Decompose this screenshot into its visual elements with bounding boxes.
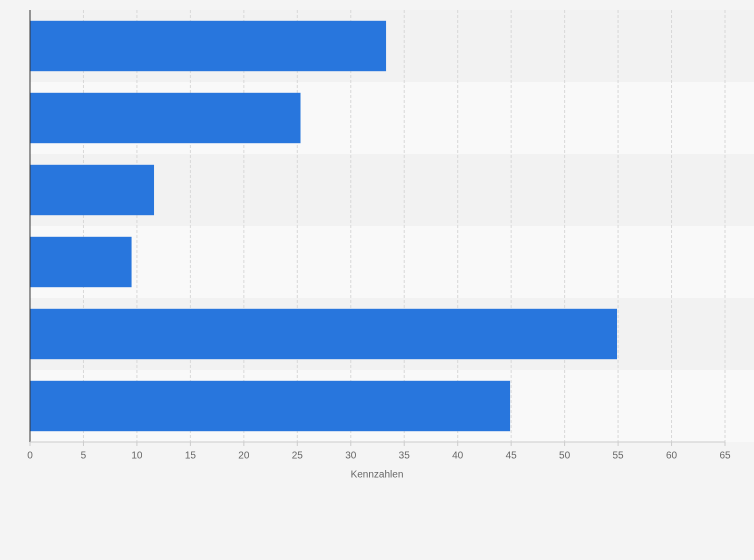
- x-tick-label: 40: [452, 451, 464, 462]
- band-background: [30, 226, 754, 298]
- x-tick-label: 15: [185, 451, 197, 462]
- bar: [30, 92, 301, 144]
- x-tick-label: 0: [27, 451, 33, 462]
- x-tick-label: 20: [238, 451, 250, 462]
- x-tick-label: 60: [666, 451, 678, 462]
- x-tick-label: 45: [506, 451, 518, 462]
- bar: [30, 308, 618, 360]
- x-tick-label: 5: [81, 451, 87, 462]
- x-tick-label: 35: [399, 451, 411, 462]
- bar: [30, 164, 155, 216]
- bar: [30, 236, 132, 288]
- x-tick-label: 55: [613, 451, 625, 462]
- x-tick-label: 65: [719, 451, 731, 462]
- x-tick-label: 25: [292, 451, 304, 462]
- x-tick-label: 50: [559, 451, 571, 462]
- x-tick-label: 30: [345, 451, 357, 462]
- bar: [30, 380, 511, 432]
- x-tick-label: 10: [131, 451, 143, 462]
- bar: [30, 20, 387, 72]
- x-axis-title: Kennzahlen: [351, 470, 404, 481]
